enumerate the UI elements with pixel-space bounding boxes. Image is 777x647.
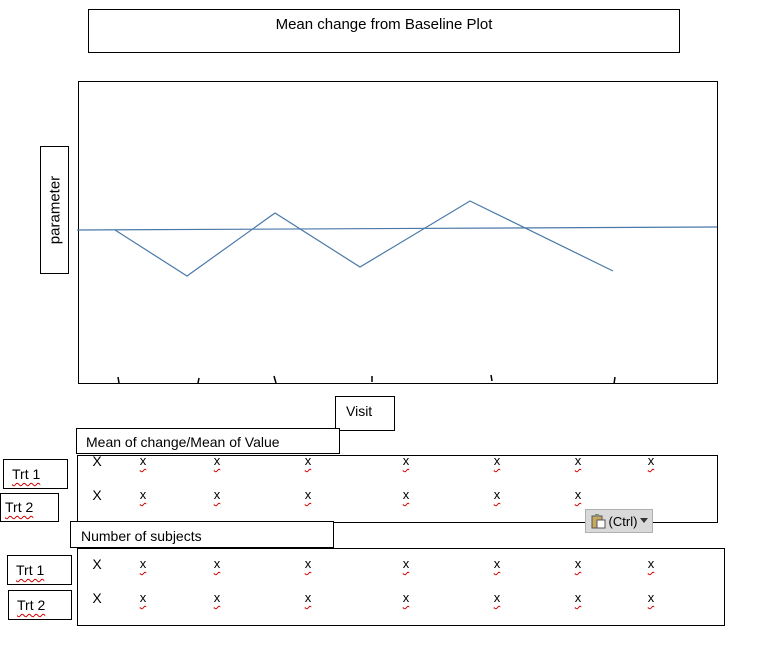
table-cell: x <box>402 487 410 502</box>
y-label: parameter <box>46 175 63 245</box>
mean-table-title: Mean of change/Mean of Value <box>86 434 280 450</box>
table-cell: x <box>139 590 147 605</box>
subjects-table-title: Number of subjects <box>81 528 202 544</box>
table-cell: x <box>213 453 221 468</box>
table-cell: x <box>213 487 221 502</box>
row-label-box: Trt 1 <box>3 459 68 489</box>
table-cell: X <box>92 453 102 469</box>
paste-options-button[interactable]: (Ctrl) <box>585 509 653 533</box>
table-cell: x <box>402 453 410 468</box>
table-cell: x <box>139 487 147 502</box>
table-cell: x <box>647 453 655 468</box>
table-cell: x <box>493 453 501 468</box>
table-cell: x <box>402 556 410 571</box>
table-cell: x <box>574 556 582 571</box>
table-cell: x <box>304 453 312 468</box>
table-cell: x <box>647 590 655 605</box>
table-cell: x <box>304 590 312 605</box>
table-cell: x <box>304 556 312 571</box>
clipboard-icon <box>591 514 606 529</box>
table-cell: X <box>92 487 102 503</box>
table-cell: x <box>304 487 312 502</box>
row-label: Trt 1 <box>16 562 45 578</box>
table-cell: x <box>213 590 221 605</box>
subjects-table-title-box: Number of subjects <box>70 521 334 548</box>
baseline <box>76 226 718 231</box>
row-label-box: Trt 2 <box>0 493 59 522</box>
table-cell: x <box>493 556 501 571</box>
table-cell: x <box>493 590 501 605</box>
plot-frame <box>78 81 718 384</box>
table-cell: X <box>92 556 102 572</box>
row-label: Trt 1 <box>12 466 41 482</box>
table-cell: x <box>139 453 147 468</box>
x-ticks <box>117 374 616 385</box>
row-label-box: Trt 1 <box>7 555 72 585</box>
plot <box>76 81 718 385</box>
trend-line <box>114 200 614 277</box>
dropdown-arrow <box>640 518 649 523</box>
table-cell: x <box>493 487 501 502</box>
row-label-box: Trt 2 <box>8 590 72 620</box>
title-box: Mean change from Baseline Plot <box>88 9 680 53</box>
row-label: Trt 2 <box>5 499 34 515</box>
table-cell: x <box>574 453 582 468</box>
table-cell: x <box>402 590 410 605</box>
table-cell: X <box>92 590 102 606</box>
y-label-box: parameter <box>40 146 69 274</box>
row-label: Trt 2 <box>17 597 46 613</box>
table-cell: x <box>213 556 221 571</box>
table-cell: x <box>574 590 582 605</box>
mean-table-title-box: Mean of change/Mean of Value <box>76 428 340 454</box>
paste-label: (Ctrl) <box>608 513 638 529</box>
table-cell: x <box>647 556 655 571</box>
title: Mean change from Baseline Plot <box>275 16 493 33</box>
x-label: Visit <box>346 403 373 419</box>
x-label-box: Visit <box>335 396 395 431</box>
table-cell: x <box>574 487 582 502</box>
table-cell: x <box>139 556 147 571</box>
subjects-table <box>77 548 725 626</box>
